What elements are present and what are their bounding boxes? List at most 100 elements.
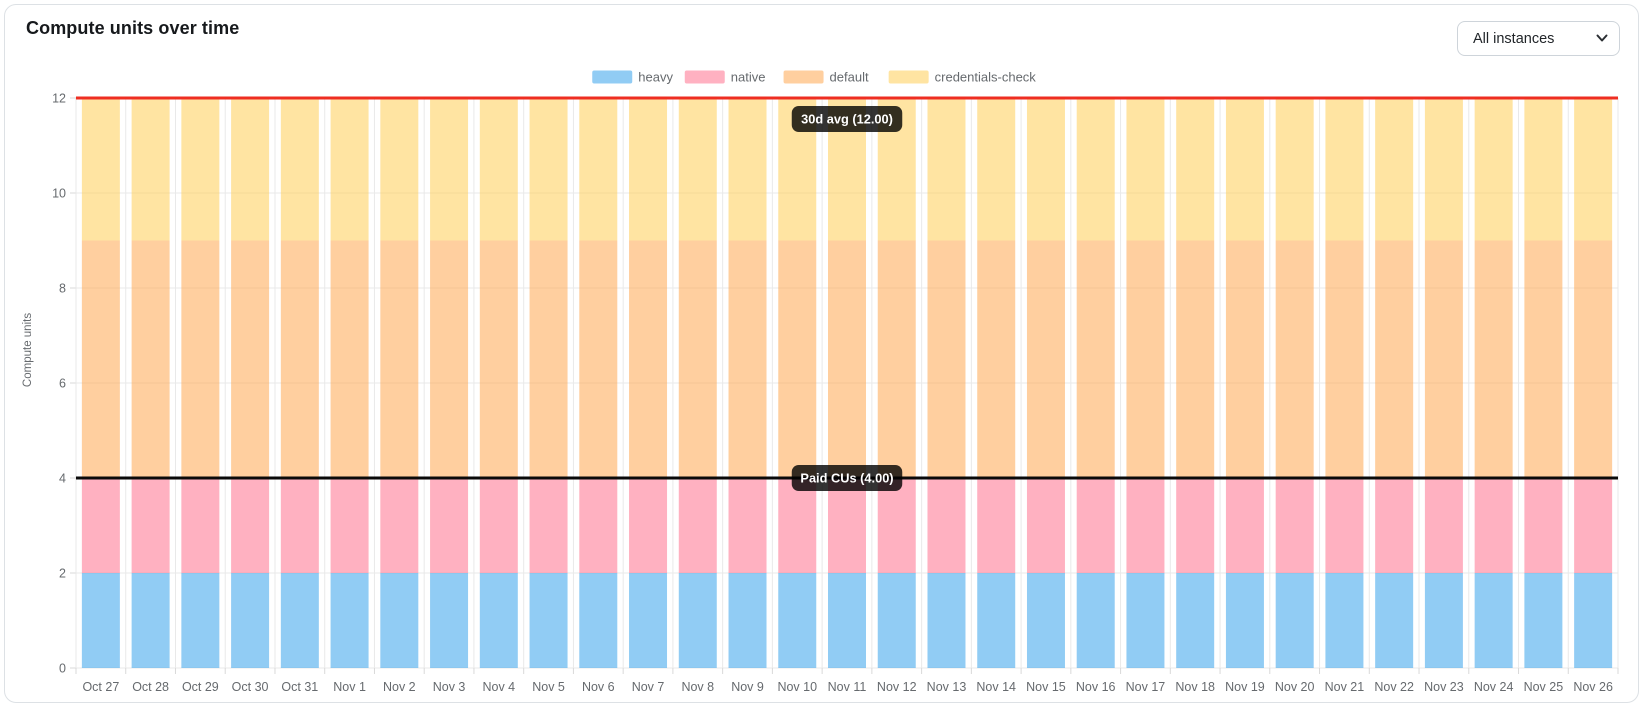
bar-segment-heavy: [1375, 573, 1414, 668]
bar-stack-nov-6: [579, 98, 618, 668]
legend-item-native[interactable]: native: [684, 70, 766, 85]
bar-segment-credentials-check: [81, 98, 120, 241]
legend-label: credentials-check: [935, 70, 1037, 85]
bar-segment-credentials-check: [1375, 98, 1414, 241]
bar-segment-native: [81, 478, 120, 573]
bar-segment-heavy: [927, 573, 966, 668]
bar-segment-native: [1424, 478, 1463, 573]
bar-segment-native: [1275, 478, 1314, 573]
legend-item-credentials-check[interactable]: credentials-check: [888, 70, 1037, 85]
bar-segment-native: [728, 478, 767, 573]
bar-segment-native: [877, 478, 916, 573]
bar-segment-credentials-check: [1176, 98, 1215, 241]
x-tick-label: Nov 18: [1175, 680, 1215, 694]
bar-stack-nov-17: [1126, 98, 1165, 668]
bar-segment-heavy: [1524, 573, 1563, 668]
annotation-label-text: 30d avg (12.00): [801, 112, 893, 127]
bar-stack-nov-3: [430, 98, 469, 668]
bar-segment-default: [778, 240, 817, 478]
bar-segment-credentials-check: [629, 98, 668, 241]
x-tick-label: Nov 26: [1573, 680, 1613, 694]
y-tick-label: 4: [59, 472, 66, 486]
bar-stack-nov-24: [1474, 98, 1513, 668]
bar-segment-credentials-check: [1424, 98, 1463, 241]
bar-segment-default: [330, 240, 369, 478]
bar-segment-heavy: [1176, 573, 1215, 668]
bar-stack-nov-4: [479, 98, 518, 668]
x-tick-label: Nov 25: [1524, 680, 1564, 694]
bar-segment-native: [430, 478, 469, 573]
bar-segment-heavy: [430, 573, 469, 668]
bar-segment-default: [728, 240, 767, 478]
bar-segment-heavy: [1275, 573, 1314, 668]
bar-segment-heavy: [380, 573, 419, 668]
bar-segment-default: [629, 240, 668, 478]
legend-item-default[interactable]: default: [783, 70, 869, 85]
bar-segment-default: [380, 240, 419, 478]
bar-segment-credentials-check: [1524, 98, 1563, 241]
bar-segment-default: [231, 240, 270, 478]
bar-segment-native: [1225, 478, 1264, 573]
x-tick-label: Oct 28: [132, 680, 169, 694]
bar-segment-heavy: [1076, 573, 1115, 668]
bar-stack-oct-31: [280, 98, 319, 668]
x-tick-label: Nov 8: [681, 680, 714, 694]
legend-swatch-native: [684, 70, 725, 84]
x-tick-label: Nov 12: [877, 680, 917, 694]
bar-segment-heavy: [1574, 573, 1613, 668]
x-tick-label: Oct 29: [182, 680, 219, 694]
bar-segment-default: [181, 240, 220, 478]
bar-segment-heavy: [529, 573, 568, 668]
bar-segment-heavy: [1424, 573, 1463, 668]
bar-stack-nov-14: [977, 98, 1016, 668]
bar-segment-default: [1225, 240, 1264, 478]
legend-swatch-default: [783, 70, 824, 84]
bar-segment-credentials-check: [430, 98, 469, 241]
bar-segment-heavy: [977, 573, 1016, 668]
bar-stack-nov-19: [1225, 98, 1264, 668]
x-tick-label: Nov 23: [1424, 680, 1464, 694]
x-tick-label: Nov 15: [1026, 680, 1066, 694]
bar-segment-native: [131, 478, 170, 573]
compute-units-card: Compute units over time 0 2 4 6 8 10 12 Oct 27 O…: [4, 4, 1639, 703]
bar-segment-default: [81, 240, 120, 478]
x-tick-label: Nov 2: [383, 680, 416, 694]
bar-segment-credentials-check: [330, 98, 369, 241]
x-tick-label: Nov 24: [1474, 680, 1514, 694]
bar-segment-native: [181, 478, 220, 573]
bar-segment-default: [579, 240, 618, 478]
bar-segment-credentials-check: [977, 98, 1016, 241]
bar-segment-native: [977, 478, 1016, 573]
bar-segment-native: [1176, 478, 1215, 573]
bar-segment-heavy: [629, 573, 668, 668]
bar-stack-nov-25: [1524, 98, 1563, 668]
bar-segment-credentials-check: [1076, 98, 1115, 241]
instance-filter-wrap: All instances: [1457, 21, 1620, 56]
bar-segment-heavy: [778, 573, 817, 668]
bar-segment-default: [1524, 240, 1563, 478]
x-tick-label: Nov 7: [632, 680, 665, 694]
bar-segment-default: [1176, 240, 1215, 478]
bar-segment-native: [529, 478, 568, 573]
bar-stack-nov-23: [1424, 98, 1463, 668]
x-tick-label: Oct 30: [232, 680, 269, 694]
y-tick-label: 12: [52, 92, 66, 106]
bar-segment-default: [1424, 240, 1463, 478]
bar-segment-default: [131, 240, 170, 478]
bar-segment-credentials-check: [479, 98, 518, 241]
bar-segment-heavy: [181, 573, 220, 668]
instance-filter-select[interactable]: All instances: [1457, 21, 1620, 56]
bar-segment-default: [828, 240, 866, 478]
bar-segment-default: [977, 240, 1016, 478]
bar-segment-heavy: [231, 573, 270, 668]
bar-segment-native: [1026, 478, 1065, 573]
x-tick-label: Nov 4: [482, 680, 515, 694]
bar-segment-credentials-check: [1275, 98, 1314, 241]
bar-stack-oct-28: [131, 98, 170, 668]
bar-stack-nov-15: [1026, 98, 1065, 668]
legend-item-heavy[interactable]: heavy: [592, 70, 673, 85]
bar-segment-credentials-check: [181, 98, 220, 241]
x-tick-label: Nov 14: [976, 680, 1016, 694]
bar-segment-credentials-check: [131, 98, 170, 241]
bar-stack-oct-29: [181, 98, 220, 668]
